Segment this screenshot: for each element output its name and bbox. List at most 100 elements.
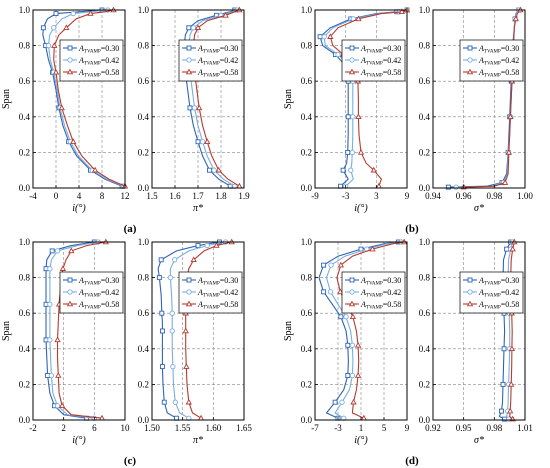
- data-point: [51, 42, 58, 48]
- legend-entry: ATVAMP=0.30: [78, 276, 119, 287]
- legend-swatch-marker: [185, 68, 193, 75]
- y-tick-label: 0.6: [301, 308, 313, 318]
- legend-prefix: A: [197, 44, 203, 53]
- data-point: [339, 399, 345, 405]
- data-point: [194, 24, 202, 31]
- legend-entry: ATVAMP=0.30: [197, 276, 238, 287]
- legend-prefix: A: [78, 276, 84, 285]
- legend-value: =0.58: [220, 68, 239, 77]
- legend-value: =0.30: [501, 44, 520, 53]
- data-point: [337, 288, 344, 295]
- y-tick-label: 1.0: [19, 5, 31, 15]
- legend-entry: ATVAMP=0.58: [197, 300, 238, 311]
- series-line-3: [53, 9, 126, 187]
- legend-entry: ATVAMP=0.58: [478, 300, 519, 311]
- data-point: [349, 313, 357, 320]
- legend-subscript: TVAMP: [203, 282, 220, 287]
- subplot-5: -2 2 6 100.00.20.40.60.81.0i(°)SpanATVAMP=0…: [1, 237, 130, 446]
- legend-value: =0.42: [501, 288, 520, 297]
- legend-prefix: A: [478, 300, 484, 309]
- data-point: [345, 114, 351, 120]
- legend-subscript: TVAMP: [84, 62, 101, 67]
- y-tick-label: 0.4: [138, 112, 150, 122]
- legend-swatch-marker: [348, 300, 356, 307]
- legend-value: =0.30: [220, 44, 239, 53]
- data-point: [53, 11, 59, 17]
- data-point: [222, 11, 229, 18]
- legend-prefix: A: [78, 44, 84, 53]
- legend-prefix: A: [360, 56, 366, 65]
- y-tick-label: 0.2: [138, 379, 149, 389]
- legend-prefix: A: [360, 44, 366, 53]
- data-point: [354, 341, 362, 348]
- legend-entry: ATVAMP=0.58: [478, 68, 519, 79]
- data-point: [54, 336, 61, 343]
- legend-swatch-marker: [186, 289, 192, 295]
- data-point: [321, 262, 327, 268]
- y-tick-label: 0.0: [19, 183, 31, 193]
- legend-entry: ATVAMP=0.30: [197, 44, 238, 55]
- legend-entry: ATVAMP=0.42: [78, 288, 119, 299]
- data-point: [445, 184, 451, 190]
- data-point: [172, 257, 178, 263]
- data-point: [199, 139, 206, 145]
- data-point: [51, 25, 57, 31]
- series-line-1: [318, 241, 399, 419]
- data-point: [453, 184, 459, 190]
- data-point: [345, 149, 351, 155]
- data-point: [167, 274, 174, 281]
- data-point: [91, 166, 99, 173]
- data-point: [317, 34, 323, 40]
- legend-subscript: TVAMP: [484, 74, 501, 79]
- data-point: [70, 10, 76, 17]
- data-point: [49, 248, 55, 254]
- data-point: [195, 243, 201, 249]
- data-point: [343, 314, 349, 320]
- y-tick-label: 0.4: [419, 344, 431, 354]
- legend-swatch-marker: [66, 300, 74, 307]
- y-tick-label: 0.4: [301, 344, 313, 354]
- legend-value: =0.42: [220, 288, 239, 297]
- legend-prefix: A: [197, 68, 203, 77]
- legend-swatch-marker: [348, 68, 356, 75]
- data-point: [369, 245, 376, 252]
- series-line-1: [319, 9, 408, 187]
- legend-subscript: TVAMP: [366, 306, 383, 311]
- subplot-7: -7 -3 1 5 90.00.20.40.60.81.0i(°)SpanATVAMP=…: [283, 237, 410, 446]
- data-point: [211, 167, 217, 173]
- legend-prefix: A: [78, 56, 84, 65]
- series-line-1: [45, 241, 95, 419]
- y-tick-label: 0.2: [19, 379, 30, 389]
- legend-entry: ATVAMP=0.30: [478, 44, 519, 55]
- data-point: [170, 363, 176, 370]
- subplot-3: -9 -3 3 90.00.20.40.60.81.0i(°)SpanATVAMP=0…: [283, 5, 411, 214]
- legend-swatch-marker: [349, 57, 355, 63]
- data-point: [501, 346, 507, 352]
- series-line-3: [336, 241, 405, 419]
- data-point: [236, 182, 243, 189]
- legend-prefix: A: [197, 276, 203, 285]
- legend-entry: ATVAMP=0.42: [478, 56, 519, 67]
- x-tick-label: -3: [342, 191, 350, 201]
- x-axis-label: i(°): [72, 435, 86, 446]
- data-point: [55, 372, 62, 378]
- legend-subscript: TVAMP: [366, 50, 383, 55]
- data-point: [182, 327, 189, 334]
- subplot-2: 1.5 1.6 1.7 1.8 1.90.00.20.40.60.81.0π*ATVAM…: [138, 5, 250, 214]
- data-point: [357, 148, 365, 155]
- data-point: [508, 345, 516, 352]
- x-axis-label: σ*: [474, 435, 484, 446]
- y-axis-label: Span: [1, 321, 12, 341]
- data-point: [169, 328, 175, 334]
- data-point: [504, 246, 510, 252]
- legend-subscript: TVAMP: [203, 306, 220, 311]
- y-tick-label: 0.8: [19, 273, 31, 283]
- x-tick-label: 1.9: [238, 191, 250, 201]
- x-tick-label: 1: [359, 423, 364, 433]
- series-line-3: [56, 241, 106, 419]
- y-tick-label: 0.0: [138, 183, 150, 193]
- y-tick-label: 0.6: [138, 76, 150, 86]
- legend-swatch-marker: [186, 45, 192, 51]
